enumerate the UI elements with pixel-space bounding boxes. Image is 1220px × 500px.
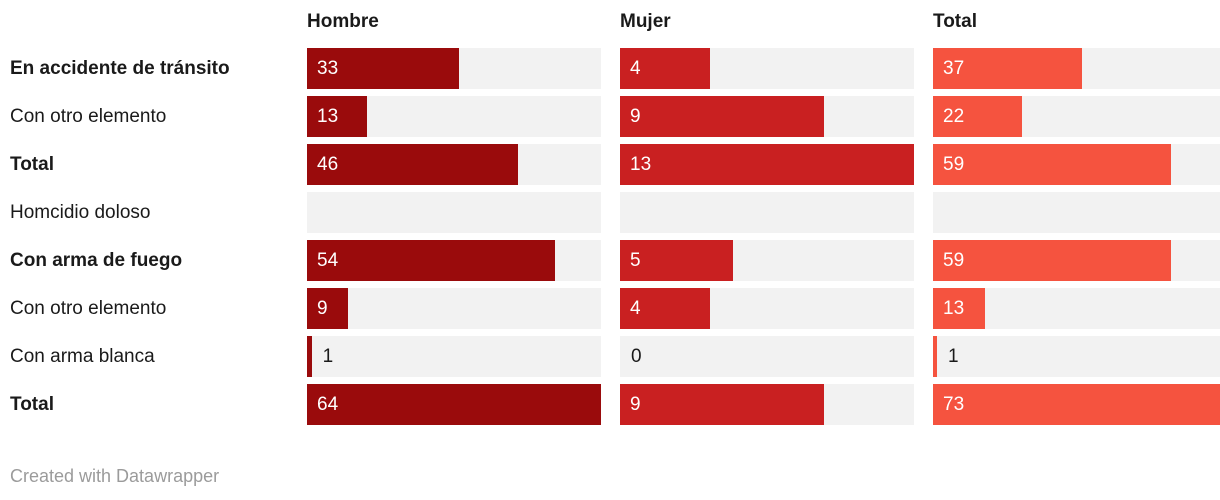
- column-header-total: Total: [933, 11, 977, 32]
- bar-track: 13: [933, 288, 1220, 329]
- table-row: Con otro elemento 13 9 22: [0, 96, 1220, 137]
- table-row: Con arma de fuego 54 5 59: [0, 240, 1220, 281]
- bar-value: 22: [943, 106, 965, 127]
- bar-value: 4: [630, 298, 641, 319]
- bar-track: 37: [933, 48, 1220, 89]
- bar-track: 46: [307, 144, 601, 185]
- bar-total[interactable]: [933, 240, 1171, 281]
- bar-track: [933, 192, 1220, 233]
- bar-track: 64: [307, 384, 601, 425]
- bar-track: 1: [307, 336, 601, 377]
- bar-total[interactable]: [933, 288, 986, 329]
- bar-track: 9: [307, 288, 601, 329]
- bar-value: 9: [630, 106, 641, 127]
- row-label: Con arma blanca: [10, 346, 155, 367]
- table-row: En accidente de tránsito 33 4 37: [0, 48, 1220, 89]
- bar-hombre[interactable]: [307, 240, 556, 281]
- bar-value: 13: [317, 106, 339, 127]
- bar-hombre[interactable]: [307, 336, 312, 377]
- row-label: Con otro elemento: [10, 298, 167, 319]
- bar-value: 33: [317, 58, 339, 79]
- bar-total[interactable]: [933, 384, 1220, 425]
- table-row: Total 46 13 59: [0, 144, 1220, 185]
- bar-track: 13: [620, 144, 914, 185]
- bar-value: 73: [943, 394, 965, 415]
- column-header-hombre: Hombre: [307, 11, 379, 32]
- table-row: Con arma blanca 1 0 1: [0, 336, 1220, 377]
- bar-hombre[interactable]: [307, 384, 601, 425]
- bar-hombre[interactable]: [307, 288, 349, 329]
- bar-value: 9: [317, 298, 328, 319]
- row-label: Con otro elemento: [10, 106, 167, 127]
- bar-hombre[interactable]: [307, 144, 519, 185]
- datawrapper-credit-link[interactable]: Created with Datawrapper: [10, 466, 220, 486]
- bar-value: 5: [630, 250, 641, 271]
- bar-mujer[interactable]: [620, 240, 734, 281]
- bar-track: 4: [620, 288, 914, 329]
- bar-value: 0: [631, 346, 642, 367]
- bar-total[interactable]: [933, 336, 938, 377]
- bar-track: 54: [307, 240, 601, 281]
- bar-mujer[interactable]: [620, 384, 824, 425]
- chart-rows: En accidente de tránsito 33 4 37 Con otro el…: [0, 48, 1220, 425]
- bar-track: 59: [933, 240, 1220, 281]
- bar-track: [307, 192, 601, 233]
- bar-mujer[interactable]: [620, 48, 711, 89]
- bar-value: 46: [317, 154, 339, 175]
- bar-mujer[interactable]: [620, 144, 914, 185]
- table-row: Homcidio doloso: [0, 192, 1220, 233]
- bar-mujer[interactable]: [620, 288, 711, 329]
- bar-track: 59: [933, 144, 1220, 185]
- bar-track: 22: [933, 96, 1220, 137]
- row-label: Total: [10, 394, 54, 415]
- row-label: Con arma de fuego: [10, 250, 183, 271]
- bar-hombre[interactable]: [307, 48, 459, 89]
- bar-total[interactable]: [933, 48, 1082, 89]
- bar-value: 54: [317, 250, 339, 271]
- row-label: Homcidio doloso: [10, 202, 151, 223]
- bar-track: 9: [620, 96, 914, 137]
- bar-track: 9: [620, 384, 914, 425]
- bar-track: 73: [933, 384, 1220, 425]
- bar-track: 1: [933, 336, 1220, 377]
- header-spacer: [0, 0, 288, 48]
- bar-value: 64: [317, 394, 339, 415]
- bar-track: 4: [620, 48, 914, 89]
- row-label: En accidente de tránsito: [10, 58, 230, 79]
- bar-track: 0: [620, 336, 914, 377]
- row-label: Total: [10, 154, 54, 175]
- bar-value: 59: [943, 250, 965, 271]
- bar-value: 59: [943, 154, 965, 175]
- table-row: Total 64 9 73: [0, 384, 1220, 425]
- bar-value: 37: [943, 58, 965, 79]
- bar-value: 13: [943, 298, 965, 319]
- bar-total[interactable]: [933, 96, 1022, 137]
- bar-value: 13: [630, 154, 652, 175]
- bar-track: [620, 192, 914, 233]
- bar-track: 5: [620, 240, 914, 281]
- bar-value: 1: [322, 346, 334, 367]
- bar-hombre[interactable]: [307, 96, 367, 137]
- bar-track: 13: [307, 96, 601, 137]
- table-row: Con otro elemento 9 4 13: [0, 288, 1220, 329]
- column-header-mujer: Mujer: [620, 11, 671, 32]
- footer: Created with Datawrapper: [0, 466, 1220, 487]
- bar-track: 33: [307, 48, 601, 89]
- bar-mujer[interactable]: [620, 96, 824, 137]
- bar-total[interactable]: [933, 144, 1171, 185]
- bar-value: 1: [948, 346, 959, 367]
- header-row: Hombre Mujer Total: [0, 0, 1220, 48]
- bar-value: 4: [630, 58, 641, 79]
- bar-value: 9: [630, 394, 641, 415]
